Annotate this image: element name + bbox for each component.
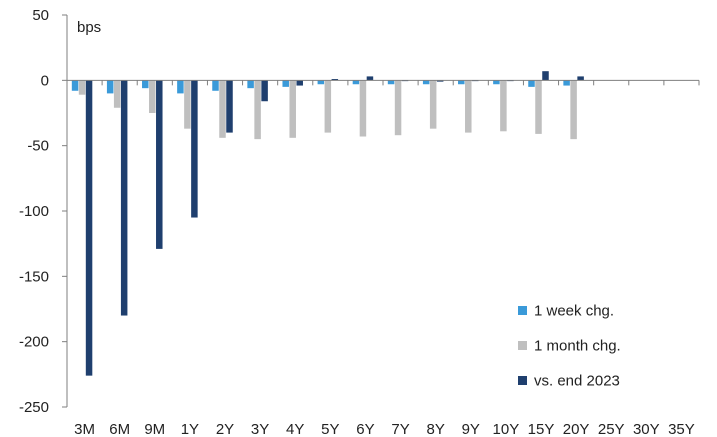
bar-1-8y (429, 80, 437, 129)
bar-2-3m (85, 80, 93, 376)
bar-1-6y (359, 80, 367, 137)
bar-0-5y (317, 80, 325, 85)
bar-2-1y (191, 80, 198, 218)
bar-2-2y (226, 80, 233, 133)
bar-0-6y (352, 80, 360, 85)
y-tick-label: 0 (41, 72, 49, 89)
legend: 1 week chg. 1 month chg. vs. end 2023 (518, 303, 621, 390)
bar-0-8y (422, 80, 430, 85)
bar-0-15y (528, 80, 535, 87)
legend-label: vs. end 2023 (534, 373, 620, 390)
bar-1-15y (535, 80, 542, 134)
bar-1-1y (184, 80, 191, 129)
bar-0-10y (493, 80, 500, 85)
x-tick-label: 20Y (563, 421, 590, 437)
bar-2-20y (577, 76, 584, 81)
bar-2-8y (436, 80, 444, 82)
bar-0-9y (458, 80, 465, 85)
bar-0-9m (142, 80, 149, 89)
legend-swatch (518, 376, 527, 385)
bar-2-5y (331, 79, 339, 81)
bar-1-5y (324, 80, 332, 133)
bar-2-6m (120, 80, 128, 316)
x-tick-label: 30Y (633, 421, 660, 437)
x-tick-label: 9Y (462, 421, 480, 437)
bar-2-4y (296, 80, 303, 86)
x-tick-label: 6Y (356, 421, 374, 437)
x-tick-label: 3Y (251, 421, 269, 437)
bar-1-6m (113, 80, 121, 108)
bar-1-2y (219, 80, 226, 138)
x-tick-label: 8Y (426, 421, 444, 437)
x-tick-label: 15Y (528, 421, 555, 437)
bar-0-6m (106, 80, 114, 94)
x-axis: 3M 6M 9M 1Y 2Y 3Y 4Y 5Y 6Y 7Y 8Y 9Y 10Y 15Y 20Y 25Y 30Y 3… (66, 79, 700, 437)
x-tick-label: 2Y (216, 421, 234, 437)
bar-1-4y (289, 80, 296, 138)
unit-label: bps (77, 19, 101, 36)
bar-1-10y (500, 80, 507, 132)
bar-1-7y (394, 80, 402, 136)
bar-1-9y (465, 80, 472, 133)
bar-0-4y (282, 80, 289, 87)
x-tick-label: 35Y (668, 421, 695, 437)
x-tick-label: 3M (74, 421, 95, 437)
y-axis: 50 0 -50 -100 -150 -200 -250 (19, 7, 68, 416)
bar-2-9m (156, 80, 163, 249)
bar-0-3y (247, 80, 254, 89)
bar-0-20y (563, 80, 570, 86)
x-tick-label: 25Y (598, 421, 625, 437)
bar-0-2y (212, 80, 219, 91)
bar-0-1y (177, 80, 184, 94)
legend-swatch (518, 341, 527, 350)
bar-1-20y (570, 80, 577, 140)
legend-label: 1 month chg. (534, 338, 621, 355)
bar-1-3m (78, 80, 86, 95)
x-tick-label: 10Y (493, 421, 520, 437)
y-tick-label: -250 (19, 399, 49, 416)
x-tick-label: 1Y (181, 421, 199, 437)
legend-swatch (518, 306, 527, 315)
y-tick-label: -150 (19, 268, 49, 285)
x-tick-label: 9M (144, 421, 165, 437)
x-tick-label: 4Y (286, 421, 304, 437)
bar-2-3y (261, 80, 268, 102)
y-tick-label: -200 (19, 334, 49, 351)
x-tick-label: 7Y (391, 421, 409, 437)
x-tick-label: 6M (109, 421, 130, 437)
bar-1-9m (149, 80, 156, 113)
bar-0-7y (387, 80, 395, 85)
y-tick-label: 50 (32, 7, 49, 24)
bar-2-6y (366, 76, 374, 81)
bars (71, 71, 584, 376)
bar-1-3y (254, 80, 261, 140)
y-tick-label: -50 (27, 138, 49, 155)
y-tick-label: -100 (19, 203, 49, 220)
legend-label: 1 week chg. (534, 303, 614, 320)
x-tick-label: 5Y (321, 421, 339, 437)
bar-2-15y (542, 71, 549, 81)
bar-0-3m (71, 80, 79, 91)
